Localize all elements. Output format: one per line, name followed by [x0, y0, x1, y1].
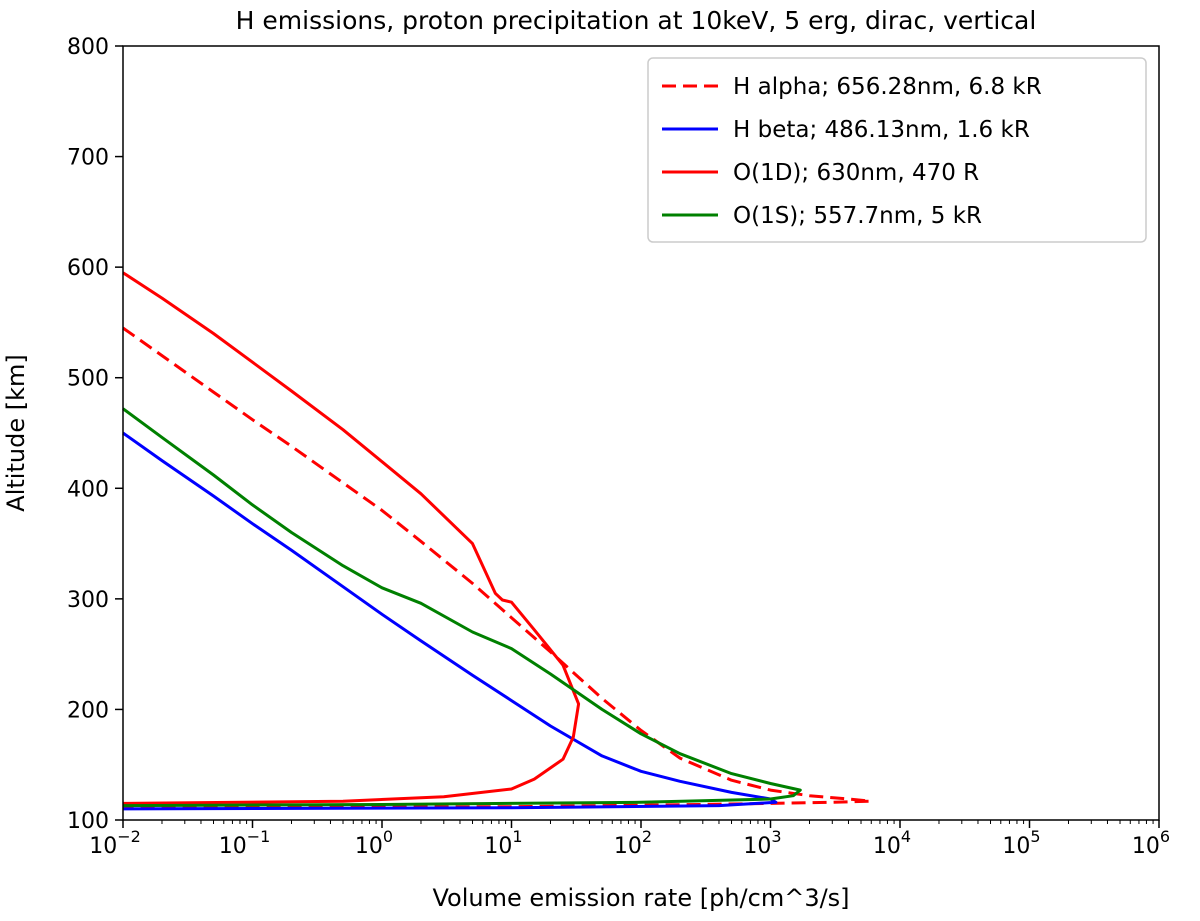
y-tick-label: 800: [67, 35, 109, 60]
plot-area: [122, 45, 1160, 821]
legend-label-3: O(1D); 630nm, 470 R: [733, 160, 979, 186]
y-axis-label: Altitude [km]: [2, 354, 30, 511]
series-line-2: [122, 431, 778, 811]
legend-label-4: O(1S); 557.7nm, 5 kR: [733, 203, 982, 229]
x-tick-label: 100: [355, 827, 393, 859]
legend-label-2: H beta; 486.13nm, 1.6 kR: [733, 117, 1030, 143]
legend-label-1: H alpha; 656.28nm, 6.8 kR: [733, 74, 1042, 100]
y-tick-label: 100: [67, 809, 109, 834]
y-tick-label: 300: [67, 588, 109, 613]
x-tick-label: 10−2: [89, 827, 141, 859]
y-tick-label: 400: [67, 477, 109, 502]
legend-box: [647, 57, 1147, 243]
chart-title: H emissions, proton precipitation at 10k…: [236, 6, 1037, 35]
x-tick-label: 106: [1132, 827, 1170, 859]
series-group: [122, 271, 872, 811]
y-tick-label: 500: [67, 367, 109, 392]
x-tick-label: 104: [873, 827, 911, 859]
x-axis: 10−2 10−1 100 101 102 103 104 105 106: [89, 820, 1170, 859]
y-axis: 100 200 300 400 500 600 700 800: [67, 35, 123, 834]
x-tick-label: 101: [484, 827, 522, 859]
x-tick-label: 10−1: [219, 827, 271, 859]
x-tick-label: 102: [614, 827, 652, 859]
y-tick-label: 700: [67, 146, 109, 171]
series-line-3: [122, 271, 581, 805]
legend: H alpha; 656.28nm, 6.8 kR H beta; 486.13n…: [647, 57, 1147, 243]
y-tick-label: 200: [67, 698, 109, 723]
series-line-1: [122, 326, 872, 810]
x-tick-label: 105: [1002, 827, 1040, 859]
x-axis-label: Volume emission rate [ph/cm^3/s]: [432, 884, 849, 912]
series-line-4: [122, 407, 802, 808]
y-tick-label: 600: [67, 256, 109, 281]
x-tick-label: 103: [743, 827, 781, 859]
